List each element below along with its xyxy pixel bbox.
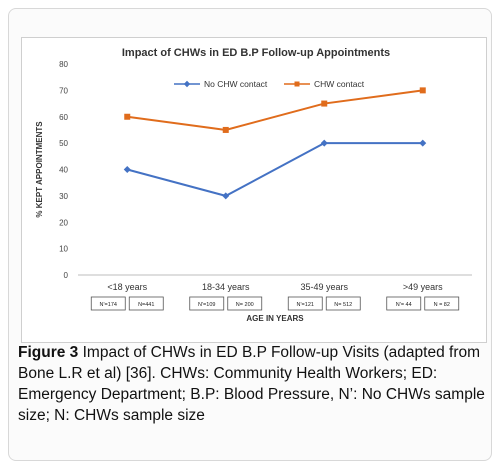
y-tick-label: 40: [59, 166, 68, 175]
data-point: [321, 100, 328, 107]
sample-size-box: [386, 296, 422, 311]
sample-size-box: [287, 296, 323, 311]
legend-label: No CHW contact: [204, 79, 268, 89]
sample-size-box: [424, 296, 460, 311]
x-tick-label: >49 years: [403, 282, 443, 292]
legend-label: CHW contact: [314, 79, 365, 89]
y-tick-label: 80: [59, 60, 68, 69]
chart-title: Impact of CHWs in ED B.P Follow-up Appoi…: [122, 47, 390, 59]
sample-size-label: N = 82: [434, 302, 450, 308]
figure-caption: Figure 3 Impact of CHWs in ED B.P Follow…: [18, 342, 490, 426]
caption-text: CHWs: Community Health Workers; ED: Emer…: [18, 365, 485, 424]
sample-size-label: N'=109: [198, 302, 215, 308]
sample-size-label: N'=121: [297, 302, 314, 308]
figure-panel: Impact of CHWs in ED B.P Follow-up Appoi…: [8, 8, 492, 461]
legend-marker: [183, 80, 191, 88]
chart-frame: Impact of CHWs in ED B.P Follow-up Appoi…: [21, 37, 487, 343]
x-tick-label: <18 years: [107, 282, 147, 292]
y-axis-label: % KEPT APPOINTMENTS: [35, 121, 44, 218]
sample-size-label: N=441: [138, 302, 154, 308]
x-tick-label: 35-49 years: [300, 282, 348, 292]
data-point: [123, 166, 131, 173]
sample-size-box: [227, 296, 263, 311]
sample-size-label: N'= 44: [396, 302, 412, 308]
series-line: [127, 89, 423, 131]
sample-size-box: [325, 296, 361, 311]
y-tick-label: 0: [64, 271, 69, 280]
sample-size-box: [90, 296, 126, 311]
data-point: [419, 87, 426, 94]
series-line: [126, 142, 423, 197]
data-point: [222, 126, 229, 133]
line-chart: Impact of CHWs in ED B.P Follow-up Appoi…: [35, 47, 472, 323]
sample-size-label: N= 200: [236, 302, 254, 308]
caption-bold-text: Impact of CHWs in ED B.P Follow-up Visit…: [18, 344, 481, 382]
caption-label: Figure 3: [18, 344, 79, 361]
data-point: [222, 192, 230, 200]
sample-size-box: [128, 296, 164, 311]
y-tick-label: 30: [59, 192, 68, 201]
data-point: [320, 139, 328, 147]
sample-size-box: [189, 296, 225, 311]
y-tick-label: 10: [59, 245, 68, 254]
y-tick-label: 70: [59, 86, 68, 95]
sample-size-label: N'=174: [100, 302, 117, 308]
data-point: [419, 139, 427, 147]
y-tick-label: 60: [59, 113, 68, 122]
y-tick-label: 20: [59, 218, 68, 227]
data-point: [124, 113, 131, 120]
y-tick-label: 50: [59, 139, 68, 148]
sample-size-label: N= 512: [334, 302, 352, 308]
x-axis-label: AGE IN YEARS: [246, 314, 304, 323]
legend-marker: [294, 81, 300, 87]
x-tick-label: 18-34 years: [202, 282, 250, 292]
